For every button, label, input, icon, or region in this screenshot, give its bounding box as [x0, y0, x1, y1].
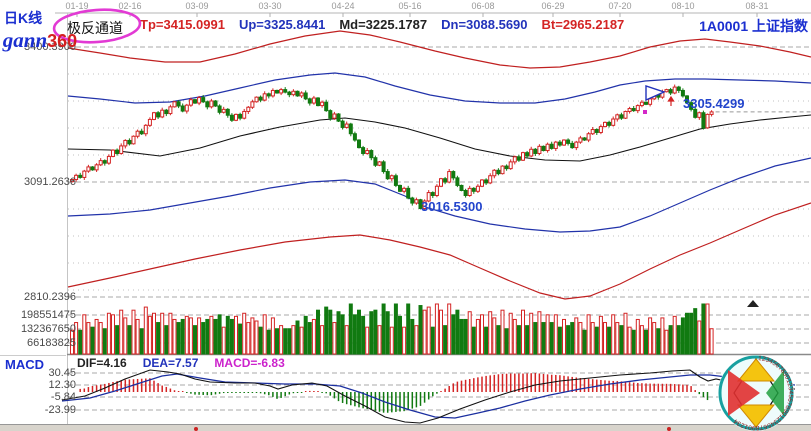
macd-stat-0: DIF=4.16 [77, 356, 127, 370]
date-tick-label: 03-09 [185, 1, 209, 11]
date-tick-label: 03-30 [258, 1, 282, 11]
macd-axis-label: -23.99 [44, 404, 76, 416]
channel-param-1: Up=3325.8441 [238, 17, 326, 32]
date-tick-label: 06-08 [471, 1, 495, 11]
kline-period-label[interactable]: 日K线 [4, 10, 43, 26]
logo-gann-text: gann [2, 28, 48, 52]
high-price-annotation: 3305.4299 [683, 96, 745, 111]
date-tick-label: 02-16 [118, 1, 142, 11]
volume-axis-label: 198551475 [20, 309, 76, 321]
macd-axis-label: 30.45 [48, 367, 76, 379]
status-marker [667, 427, 671, 431]
volume-axis-label: 132367650 [20, 323, 76, 335]
date-tick-label: 08-10 [671, 1, 695, 11]
date-tick-label: 07-20 [608, 1, 632, 11]
date-tick-label: 08-31 [745, 1, 769, 11]
gann360-logo: 1234567890123456789012345678901234 [716, 354, 796, 431]
date-tick-label: 04-24 [331, 1, 355, 11]
date-tick-label: 01-19 [65, 1, 89, 11]
date-tick-label: 06-29 [541, 1, 565, 11]
price-axis-label: 2810.2396 [24, 291, 76, 303]
low-price-annotation: 3016.5300 [421, 199, 483, 214]
macd-axis-label: 12.30 [48, 379, 76, 391]
channel-param-4: Bt=2965.2187 [541, 17, 625, 32]
price-axis-label: 3091.2636 [24, 176, 76, 188]
bottom-scrollbar-strip[interactable] [0, 424, 811, 431]
macd-axis-label: -5.84 [50, 391, 76, 403]
macd-stat-1: DEA=7.57 [142, 356, 199, 370]
channel-param-3: Dn=3088.5690 [441, 17, 528, 32]
symbol-title: 1A0001 上证指数 [699, 18, 808, 34]
macd-stats-row: DIF=4.16 DEA=7.57 MACD=-6.83 [77, 356, 285, 370]
macd-stat-2: MACD=-6.83 [214, 356, 285, 370]
price-axis-label: 3400.3900 [24, 41, 76, 53]
logo-360-text: 360 [47, 31, 78, 51]
gann360-logo-text: gann360 [0, 28, 80, 53]
date-tick-label: 05-16 [398, 1, 422, 11]
status-marker [194, 427, 198, 431]
volume-axis-label: 66183825 [27, 337, 76, 349]
gann360-logo-icon: 1234567890123456789012345678901234 [718, 355, 794, 431]
channel-param-row: Tp=3415.0991 Up=3325.8441 Md=3225.1787 Dn=3… [140, 17, 638, 32]
channel-param-2: Md=3225.1787 [339, 17, 428, 32]
channel-param-0: Tp=3415.0991 [140, 17, 225, 32]
macd-pane-label[interactable]: MACD [5, 357, 44, 372]
